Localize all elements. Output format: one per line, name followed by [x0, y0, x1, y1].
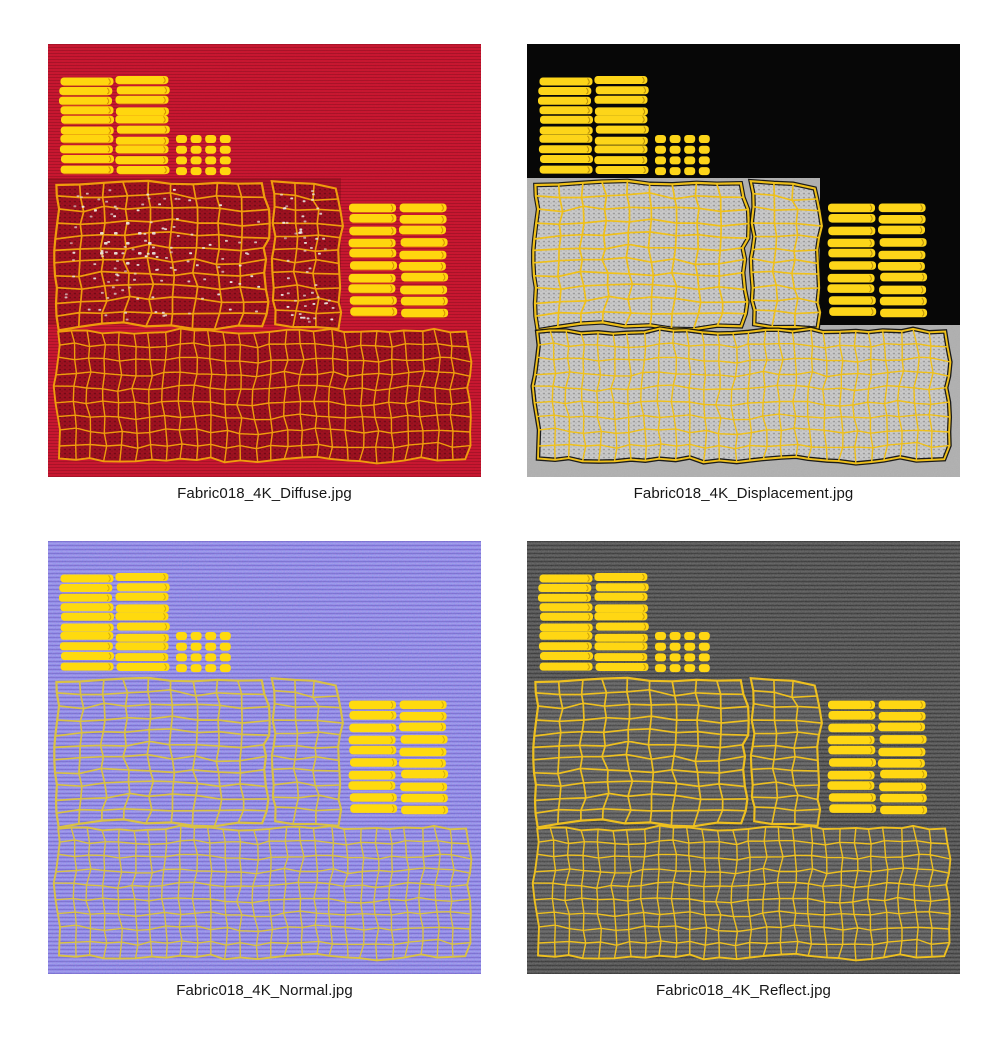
uv-map-image-normal	[48, 541, 481, 974]
image-caption-displacement: Fabric018_4K_Displacement.jpg	[633, 485, 854, 502]
texture-preview-reflect: Fabric018_4K_Reflect.jpg	[527, 541, 960, 1000]
uv-map-image-displacement	[527, 44, 960, 477]
uv-map-image-diffuse	[48, 44, 481, 477]
uv-map-image-reflect	[527, 541, 960, 974]
texture-preview-diffuse: Fabric018_4K_Diffuse.jpg	[48, 44, 481, 503]
image-caption-normal: Fabric018_4K_Normal.jpg	[176, 982, 353, 999]
image-caption-reflect: Fabric018_4K_Reflect.jpg	[655, 982, 831, 999]
texture-preview-normal: Fabric018_4K_Normal.jpg	[48, 541, 481, 1000]
texture-preview-displacement: Fabric018_4K_Displacement.jpg	[527, 44, 960, 503]
image-caption-diffuse: Fabric018_4K_Diffuse.jpg	[177, 485, 352, 502]
